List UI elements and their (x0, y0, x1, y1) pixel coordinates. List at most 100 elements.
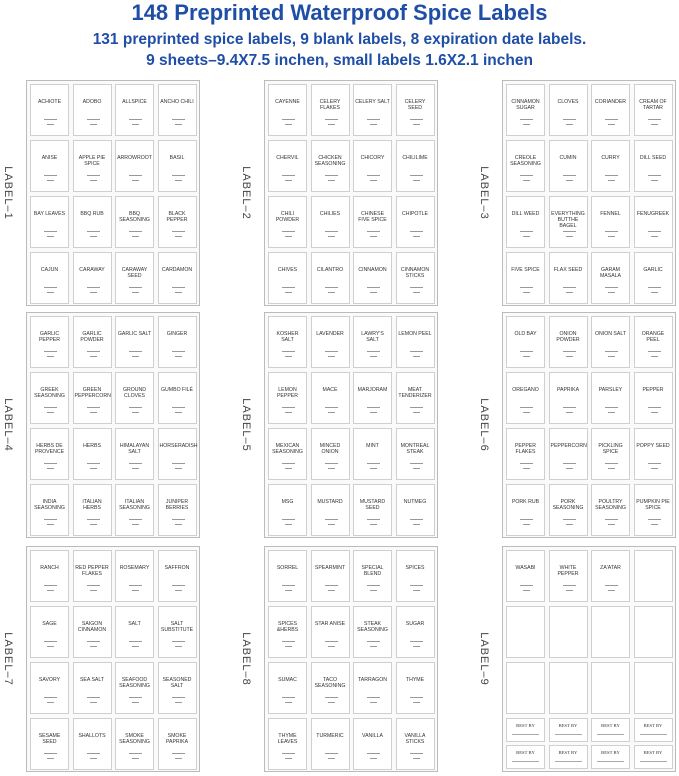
divider (47, 524, 54, 525)
divider (520, 287, 533, 288)
spice-name: CARAWAY SEED (121, 267, 148, 279)
spice-name: CARDAMON (161, 267, 193, 273)
spice-name: SUMAC (278, 677, 297, 683)
spice-name: SEAFOOD SEASONING (119, 677, 150, 689)
spice-label: THYME LEAVES (268, 718, 307, 770)
divider (605, 407, 618, 408)
spice-name: EVERYTHING BUTTHE BAGEL (551, 211, 585, 229)
spice-name: CREOLE SEASONING (510, 155, 541, 167)
spice-label: ITALIAN SEASONING (115, 484, 154, 536)
expiry-label: BEST BY (506, 745, 545, 769)
write-line (597, 734, 624, 735)
divider (412, 524, 420, 525)
spice-label: CHINESE FIVE SPICE (353, 196, 392, 248)
spice-name: MSG (281, 499, 294, 505)
sheet-label: LABEL–1 (2, 166, 14, 220)
spice-name: FIVE SPICE (511, 267, 540, 273)
divider (565, 524, 573, 525)
divider (129, 407, 142, 408)
spice-label: FLAX SEED (548, 252, 588, 304)
divider (370, 412, 377, 413)
spice-label: PUMPKIN PIE SPICE (633, 484, 673, 536)
divider (370, 236, 377, 237)
divider (327, 702, 335, 703)
spice-label: BLACK PEPPER (157, 196, 197, 248)
expiry-text: BEST BY (601, 750, 620, 755)
spice-name: CAYENNE (275, 99, 300, 105)
spice-label: CUMIN (548, 140, 588, 192)
spice-name: GREEN PEPPERCORN (74, 387, 111, 399)
spice-name: SPECIAL BLEND (361, 565, 384, 577)
divider (650, 292, 658, 293)
divider (89, 468, 97, 469)
spice-label: DILL WEED (506, 196, 545, 248)
spice-label: BASIL (157, 140, 197, 192)
expiry-label: BEST BY (548, 718, 588, 742)
spice-label: CHILILIME (395, 140, 435, 192)
divider (647, 351, 661, 352)
divider (409, 407, 423, 408)
spice-name: PAPRIKA (556, 387, 580, 393)
spice-label: MUSTARD SEED (353, 484, 392, 536)
spice-name: SEA SALT (79, 677, 105, 683)
spice-label: CLOVES (548, 84, 588, 136)
divider (44, 697, 57, 698)
divider (132, 124, 139, 125)
spice-label: ITALIAN HERBS (72, 484, 112, 536)
divider (327, 236, 335, 237)
spice-label: MACE (310, 372, 350, 424)
spice-label: HIMALAYAN SALT (115, 428, 154, 480)
spice-name: BAY LEAVES (33, 211, 66, 217)
divider (285, 292, 292, 293)
spice-label: SAGE (30, 606, 69, 658)
spice-label: VANILLA STICKS (395, 718, 435, 770)
write-line (597, 761, 624, 762)
divider (44, 463, 57, 464)
spice-name: CELERY SALT (355, 99, 390, 105)
divider (324, 519, 338, 520)
divider (282, 519, 295, 520)
divider (412, 646, 420, 647)
sheet-label: LABEL–6 (478, 398, 490, 452)
divider (86, 519, 100, 520)
spice-label: SALT (115, 606, 154, 658)
divider (174, 758, 182, 759)
divider (412, 468, 420, 469)
spice-label: GARLIC (633, 252, 673, 304)
spice-label: SORREL (268, 550, 307, 602)
spice-label: GARLIC PEPPER (30, 316, 69, 368)
divider (129, 641, 142, 642)
spice-label: RANCH (30, 550, 69, 602)
divider (523, 236, 530, 237)
spice-label: SEAFOOD SEASONING (115, 662, 154, 714)
expiry-label: BEST BY (506, 718, 545, 742)
divider (605, 585, 618, 586)
divider (412, 180, 420, 181)
write-line (554, 734, 582, 735)
divider (562, 585, 576, 586)
spice-label: TACO SEASONING (310, 662, 350, 714)
sheet-label: LABEL–8 (240, 632, 252, 686)
divider (565, 590, 573, 591)
divider (282, 231, 295, 232)
spice-name: INDIA SEASONING (34, 499, 65, 511)
divider (565, 124, 573, 125)
divider (47, 758, 54, 759)
divider (412, 702, 420, 703)
spice-label: SEA SALT (72, 662, 112, 714)
divider (520, 231, 533, 232)
divider (44, 175, 57, 176)
spice-label: KOSHER SALT (268, 316, 307, 368)
divider (44, 519, 57, 520)
divider (370, 468, 377, 469)
divider (324, 585, 338, 586)
divider (412, 356, 420, 357)
divider (650, 412, 658, 413)
divider (132, 590, 139, 591)
spice-name: SORREL (276, 565, 299, 571)
spice-label: CELERY SEED (395, 84, 435, 136)
spice-name: ANCHO CHILI (160, 99, 194, 105)
spice-label: ONION POWDER (548, 316, 588, 368)
spice-name: CELERY FLAKES (319, 99, 341, 111)
spice-name: CHINESE FIVE SPICE (358, 211, 387, 223)
